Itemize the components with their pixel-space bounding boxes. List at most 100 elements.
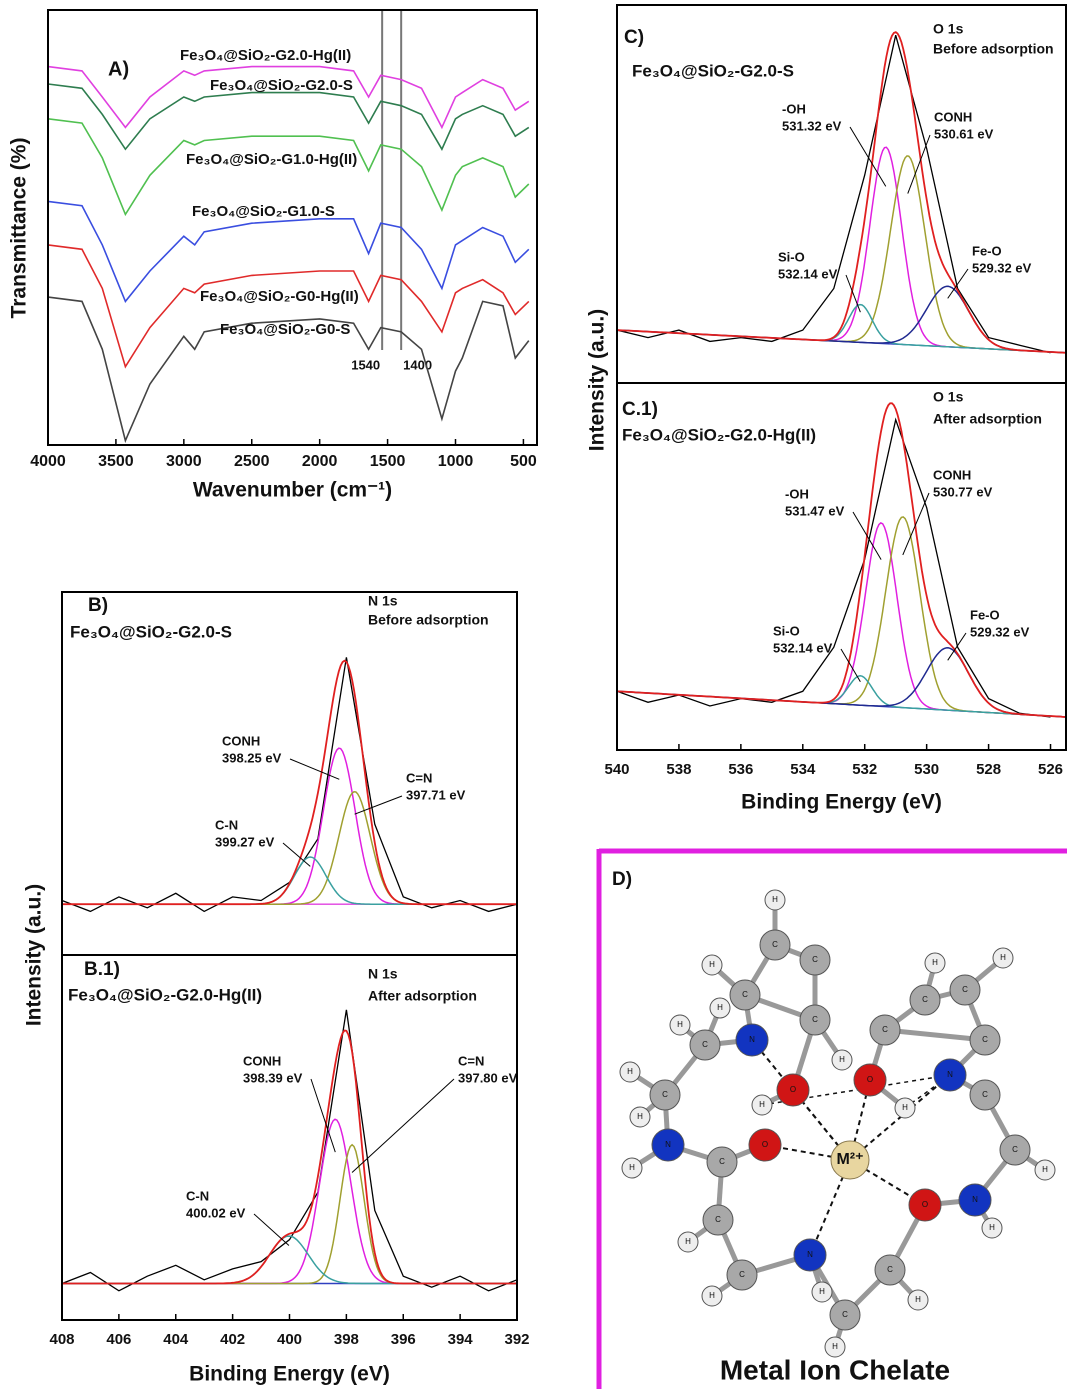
- sample-label: Fe₃O₄@SiO₂-G2.0-S: [70, 622, 232, 641]
- leader-line: [283, 843, 310, 866]
- peak-position: 532.14 eV: [778, 266, 838, 281]
- core-level: O 1s: [933, 389, 964, 405]
- peak-position: 397.80 eV: [458, 1070, 518, 1085]
- x-tick-label: 4000: [30, 453, 66, 470]
- fit-component: [617, 648, 1066, 717]
- atom-label: C: [702, 1040, 708, 1049]
- metal-label: M²⁺: [836, 1151, 863, 1168]
- atom-label: H: [832, 1342, 838, 1351]
- atom-label: H: [915, 1295, 921, 1304]
- leader-line: [254, 1214, 289, 1246]
- x-tick-label: 532: [852, 761, 877, 778]
- peak-position: 398.39 eV: [243, 1070, 303, 1085]
- atom-label: N: [807, 1250, 813, 1259]
- leader-line: [853, 512, 881, 560]
- atom-label: H: [1000, 953, 1006, 962]
- x-tick-label: 396: [391, 1331, 416, 1348]
- atom-label: C: [1012, 1145, 1018, 1154]
- atom-label: H: [627, 1067, 633, 1076]
- x-tick-label: 408: [49, 1331, 74, 1348]
- figure: 15401400Fe₃O₄@SiO₂-G2.0-Hg(II)Fe₃O₄@SiO₂…: [0, 0, 1067, 1389]
- x-axis-label: Binding Energy (eV): [189, 1363, 390, 1386]
- atom-label: H: [902, 1103, 908, 1112]
- atom-label: H: [637, 1112, 643, 1121]
- atom-label: H: [819, 1287, 825, 1296]
- x-tick-label: 528: [976, 761, 1001, 778]
- atom-label: C: [882, 1025, 888, 1034]
- atom-label: O: [762, 1140, 768, 1149]
- y-axis-label: Transmittance (%): [8, 138, 31, 319]
- fit-envelope: [617, 403, 1066, 717]
- plot-frame: [62, 955, 517, 1320]
- peak-position: 530.77 eV: [933, 484, 993, 499]
- atom-label: H: [1042, 1165, 1048, 1174]
- raw-spectrum: [617, 35, 1051, 353]
- panel-title: B.1): [84, 959, 120, 980]
- state-label: Before adsorption: [933, 41, 1054, 57]
- peak-position: 529.32 eV: [972, 260, 1032, 275]
- peak-name: Fe-O: [972, 243, 1002, 258]
- reference-label: 1540: [351, 357, 380, 372]
- atom-label: O: [867, 1075, 873, 1084]
- raw-spectrum: [617, 420, 1051, 717]
- atom-label: C: [887, 1265, 893, 1274]
- atom-label: C: [812, 1015, 818, 1024]
- raw-spectrum: [62, 657, 517, 911]
- sample-label: Fe₃O₄@SiO₂-G2.0-Hg(II): [622, 425, 816, 444]
- panel-title: B): [88, 595, 108, 616]
- chart-title: A): [108, 58, 129, 80]
- x-tick-label: 2500: [234, 453, 270, 470]
- panel-title: D): [612, 869, 632, 890]
- fit-envelope: [62, 661, 517, 905]
- fit-component: [62, 857, 517, 904]
- sample-label: Fe₃O₄@SiO₂-G2.0-Hg(II): [68, 985, 262, 1004]
- state-label: Before adsorption: [368, 612, 489, 628]
- atom-label: H: [839, 1055, 845, 1064]
- peak-name: -OH: [782, 101, 806, 116]
- caption: Metal Ion Chelate: [720, 1354, 950, 1385]
- y-axis-label: Intensity (a.u.): [23, 884, 46, 1026]
- series-label: Fe₃O₄@SiO₂-G0-Hg(II): [200, 288, 359, 305]
- atom-label: O: [790, 1085, 796, 1094]
- peak-position: 530.61 eV: [934, 126, 994, 141]
- raw-spectrum: [62, 1010, 517, 1291]
- atom-label: C: [739, 1270, 745, 1279]
- peak-name: Si-O: [778, 249, 805, 264]
- x-tick-label: 2000: [302, 453, 338, 470]
- peak-position: 400.02 eV: [186, 1205, 246, 1220]
- peak-position: 399.27 eV: [215, 834, 275, 849]
- series-label: Fe₃O₄@SiO₂-G1.0-Hg(II): [186, 151, 357, 168]
- peak-name: C-N: [186, 1188, 209, 1203]
- state-label: After adsorption: [368, 988, 477, 1004]
- peak-position: 531.32 eV: [782, 118, 842, 133]
- atom-label: H: [685, 1237, 691, 1246]
- x-tick-label: 3500: [98, 453, 134, 470]
- peak-name: C-N: [215, 817, 238, 832]
- atom-label: N: [972, 1195, 978, 1204]
- atom-label: C: [982, 1035, 988, 1044]
- peak-position: 532.14 eV: [773, 640, 833, 655]
- fit-component: [62, 748, 517, 904]
- peak-name: CONH: [933, 467, 971, 482]
- fit-component: [62, 1145, 517, 1284]
- core-level: N 1s: [368, 593, 398, 609]
- x-tick-label: 406: [106, 1331, 131, 1348]
- peak-name: C=N: [406, 770, 432, 785]
- spectrum-line: [48, 245, 529, 367]
- spectrum-line: [48, 297, 529, 441]
- atom-label: C: [962, 985, 968, 994]
- page: 15401400Fe₃O₄@SiO₂-G2.0-Hg(II)Fe₃O₄@SiO₂…: [0, 0, 1067, 1389]
- atom-label: C: [662, 1090, 668, 1099]
- x-tick-label: 530: [914, 761, 939, 778]
- peak-name: CONH: [222, 733, 260, 748]
- x-tick-label: 538: [666, 761, 691, 778]
- fit-envelope: [62, 1031, 517, 1284]
- atom-label: H: [989, 1223, 995, 1232]
- atom-label: H: [709, 1291, 715, 1300]
- peak-name: Si-O: [773, 623, 800, 638]
- x-tick-label: 540: [604, 761, 629, 778]
- atom-label: C: [842, 1310, 848, 1319]
- leader-line: [352, 1079, 454, 1173]
- x-axis-label: Wavenumber (cm⁻¹): [193, 479, 392, 502]
- series-label: Fe₃O₄@SiO₂-G2.0-Hg(II): [180, 47, 351, 64]
